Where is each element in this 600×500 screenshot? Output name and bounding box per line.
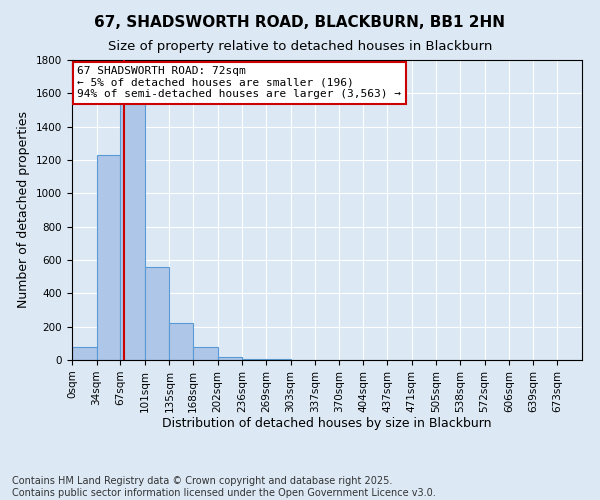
Bar	[121, 86, 145, 360]
Text: Contains HM Land Registry data © Crown copyright and database right 2025.
Contai: Contains HM Land Registry data © Crown c…	[12, 476, 436, 498]
Y-axis label: Number of detached properties: Number of detached properties	[17, 112, 31, 308]
Text: 67, SHADSWORTH ROAD, BLACKBURN, BB1 2HN: 67, SHADSWORTH ROAD, BLACKBURN, BB1 2HN	[95, 15, 505, 30]
Bar	[266, 359, 290, 360]
Bar	[242, 358, 266, 360]
Bar	[145, 266, 169, 360]
Bar	[169, 324, 193, 360]
Bar	[97, 155, 121, 360]
Bar	[218, 356, 242, 360]
X-axis label: Distribution of detached houses by size in Blackburn: Distribution of detached houses by size …	[162, 418, 492, 430]
Text: 67 SHADSWORTH ROAD: 72sqm
← 5% of detached houses are smaller (196)
94% of semi-: 67 SHADSWORTH ROAD: 72sqm ← 5% of detach…	[77, 66, 401, 99]
Text: Size of property relative to detached houses in Blackburn: Size of property relative to detached ho…	[108, 40, 492, 53]
Bar	[193, 346, 218, 360]
Bar	[72, 346, 97, 360]
